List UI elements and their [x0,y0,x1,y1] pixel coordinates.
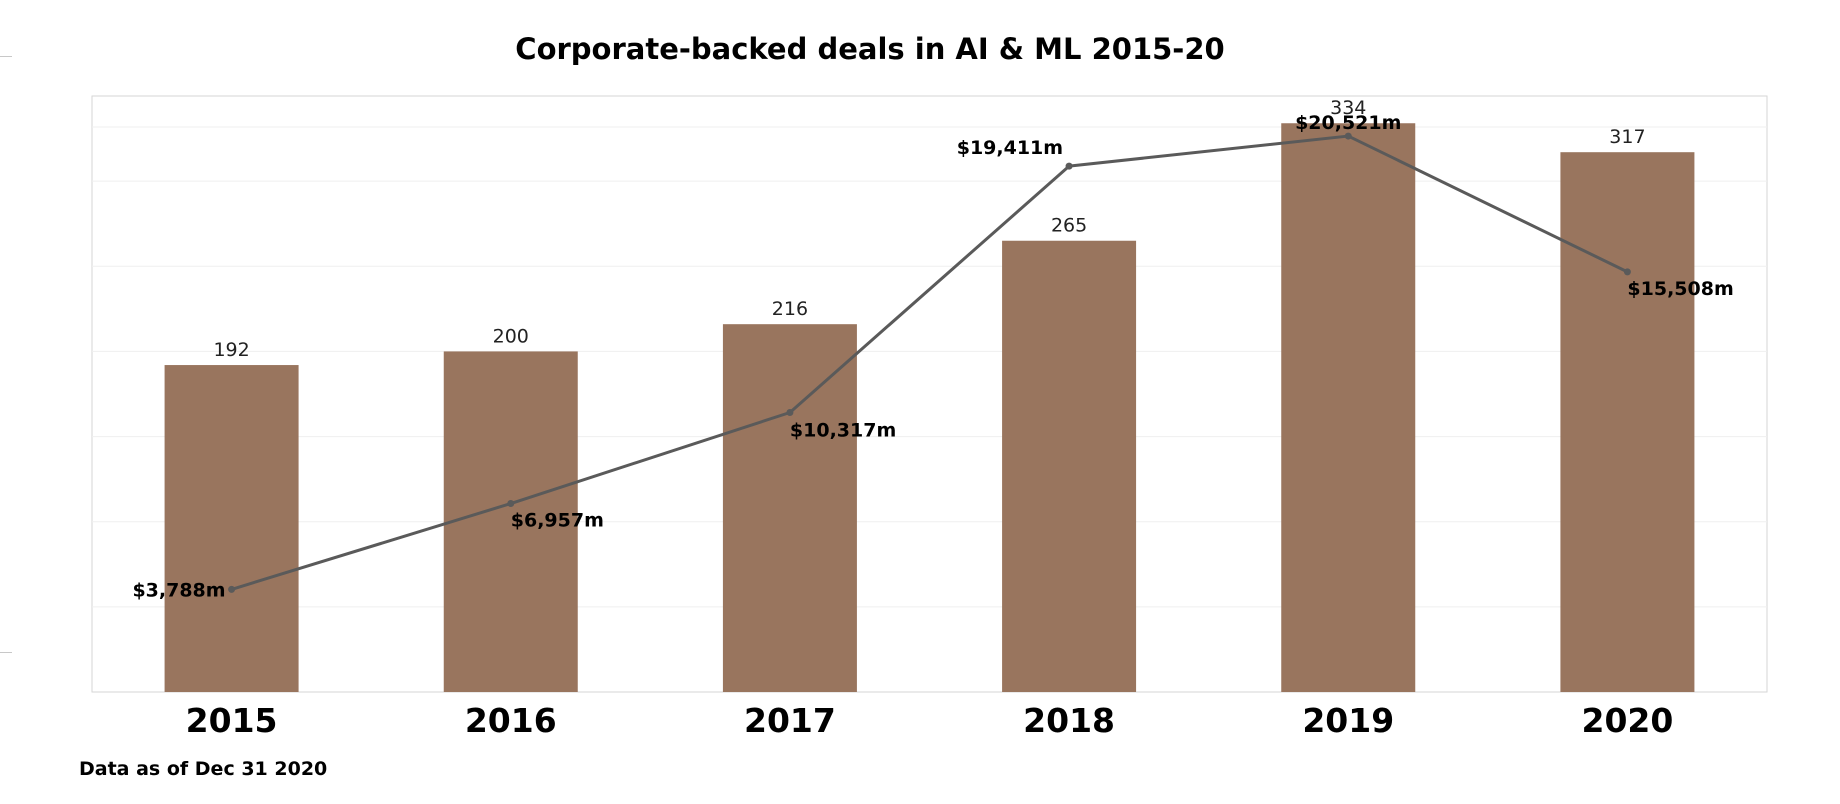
edge-tick-bottom [0,652,12,653]
bar-value-label: 334 [1330,97,1366,119]
bar-2019 [1281,123,1416,692]
x-tick-label: 2016 [465,701,557,740]
plot-area [91,95,1768,693]
bar-2017 [722,324,857,692]
x-tick-label: 2020 [1581,701,1673,740]
x-tick-label: 2019 [1302,701,1394,740]
line-point-2018 [1065,162,1073,170]
line-value-label: $19,411m [957,137,1063,159]
footnote: Data as of Dec 31 2020 [79,758,327,780]
line-point-2020 [1623,268,1631,276]
chart-title: Corporate-backed deals in AI & ML 2015-2… [515,32,1224,66]
bar-value-label: 200 [493,325,529,347]
gridlines [92,126,1767,608]
line-value-label: $15,508m [1627,278,1733,300]
bar-2015 [164,365,299,692]
x-tick-label: 2018 [1023,701,1115,740]
line-path [231,134,1629,591]
bar-value-label: 265 [1051,215,1087,237]
line-point-2016 [507,500,515,508]
line-point-2019 [1344,132,1352,140]
x-tick-label: 2017 [744,701,836,740]
bar-value-label: 216 [772,298,808,320]
line-value-labels: $3,788m $6,957m $10,317m $19,411m $20,521m $1… [132,112,1733,601]
bar-2018 [1002,240,1137,692]
line-value-label: $20,521m [1295,112,1401,134]
bar-value-label: 192 [213,339,249,361]
line-point-2015 [228,585,236,593]
edge-tick-top [0,56,12,57]
bar-2016 [443,351,578,692]
line-series [228,132,1631,593]
bar-value-labels: 192 200 216 265 334 317 [213,97,1645,361]
bar-2020 [1560,152,1695,693]
line-point-2017 [786,409,794,417]
line-value-label: $3,788m [132,579,225,601]
line-value-label: $10,317m [790,420,896,442]
bar-series [164,123,1695,693]
x-axis-labels: 2015 2016 2017 2018 2019 2020 [186,701,1674,740]
line-value-label: $6,957m [511,510,604,532]
x-tick-label: 2015 [186,701,278,740]
bar-value-label: 317 [1609,126,1645,148]
